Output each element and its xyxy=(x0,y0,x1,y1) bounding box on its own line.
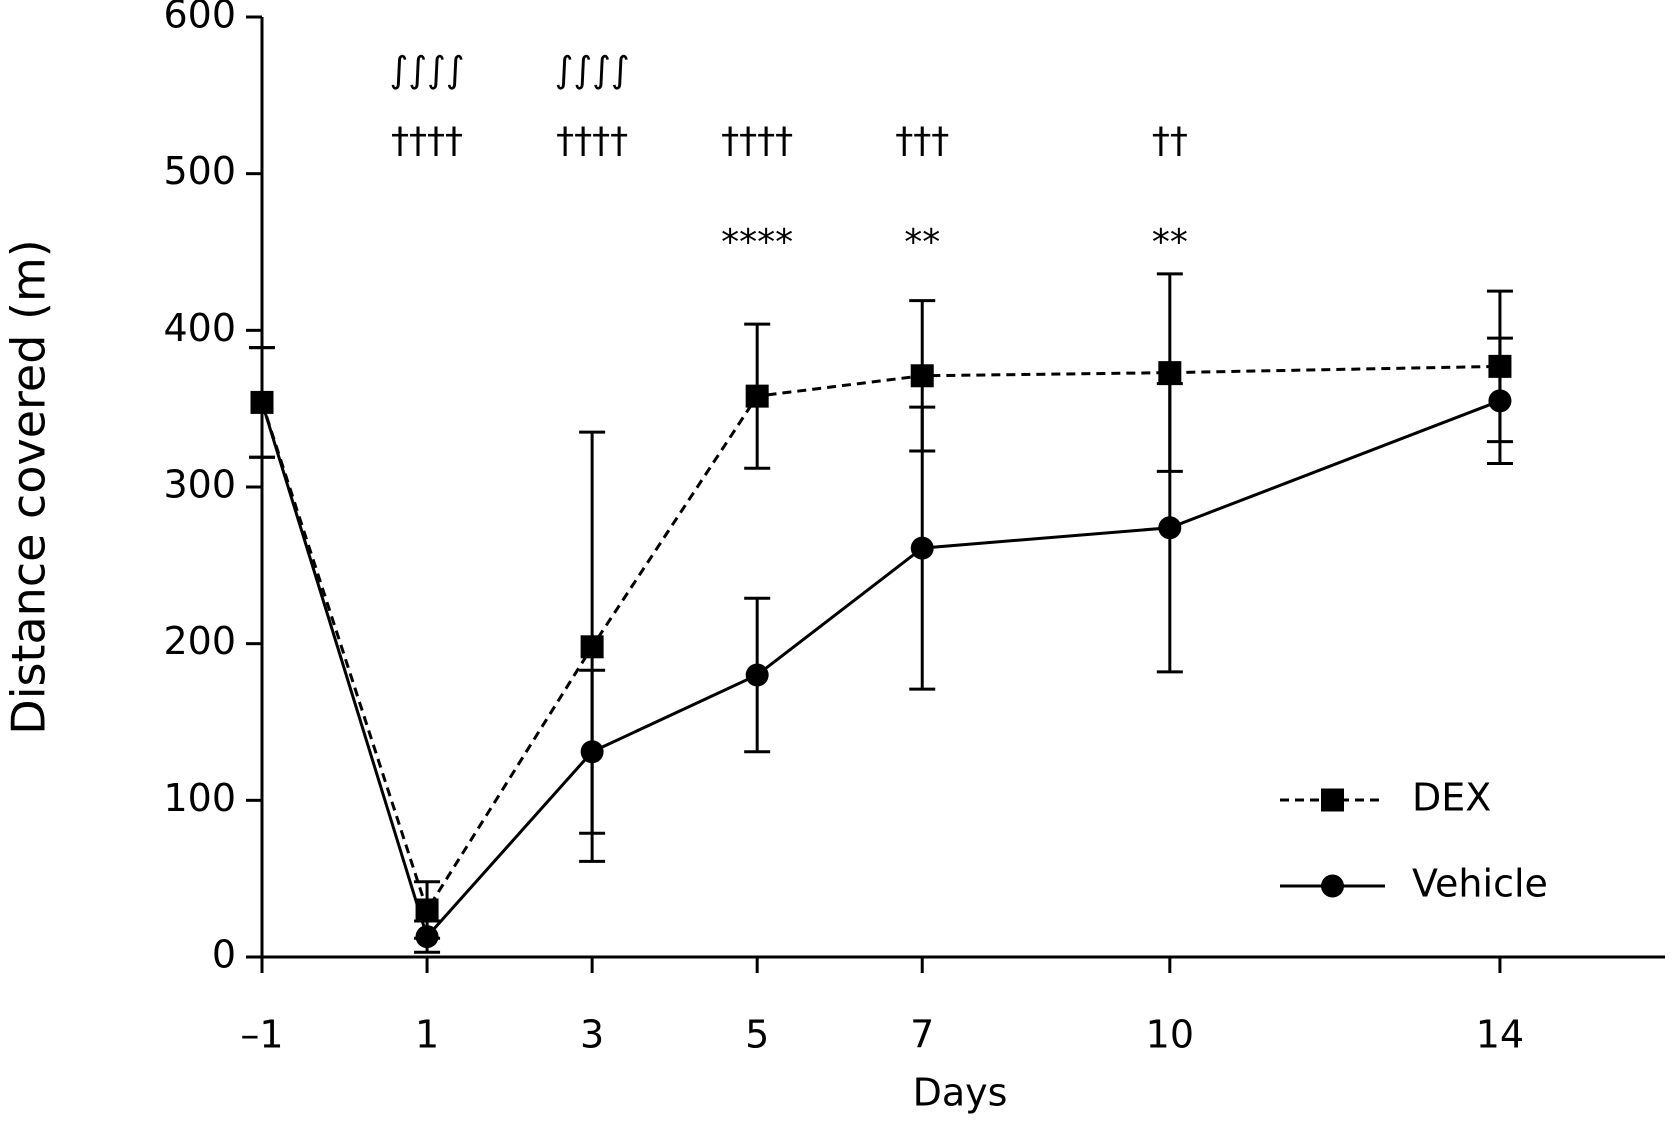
annotation: †††† xyxy=(556,120,628,161)
annotation: ∫∫∫∫ xyxy=(555,50,630,91)
legend-marker xyxy=(1321,788,1344,812)
y-tick-label: 0 xyxy=(212,933,236,977)
legend-label: Vehicle xyxy=(1412,862,1548,906)
annotation: †† xyxy=(1152,120,1188,161)
x-tick-label: 3 xyxy=(580,1013,604,1057)
x-tick-label: 10 xyxy=(1146,1013,1194,1057)
data-point xyxy=(745,663,769,687)
annotation: †††† xyxy=(391,120,463,161)
x-axis-label: Days xyxy=(913,1071,1008,1115)
y-tick-label: 500 xyxy=(163,149,236,193)
series-line xyxy=(260,364,1500,914)
y-axis-label: Distance covered (m) xyxy=(2,239,56,734)
x-tick-label: 7 xyxy=(910,1013,934,1057)
x-tick-label: 14 xyxy=(1476,1013,1524,1057)
series-line xyxy=(260,399,1501,940)
x-tick-label: 1 xyxy=(415,1013,439,1057)
data-point xyxy=(250,390,274,414)
annotation: ** xyxy=(904,222,940,263)
y-tick-label: 300 xyxy=(163,463,236,507)
legend-label: DEX xyxy=(1412,776,1491,820)
data-point xyxy=(910,536,934,560)
x-tick-label: 5 xyxy=(745,1013,769,1057)
data-point xyxy=(1488,389,1512,413)
data-point xyxy=(745,384,769,408)
legend-marker xyxy=(1321,874,1344,898)
annotation: ** xyxy=(1152,222,1188,263)
data-point xyxy=(415,925,439,949)
x-tick-label: –1 xyxy=(240,1013,283,1057)
y-tick-label: 400 xyxy=(163,306,236,350)
data-point xyxy=(580,740,604,764)
y-tick-label: 600 xyxy=(163,0,236,37)
data-point xyxy=(1158,361,1182,385)
annotation: ∫∫∫∫ xyxy=(390,50,465,91)
annotation: †††† xyxy=(721,120,793,161)
annotation: ††† xyxy=(895,120,949,161)
data-point xyxy=(580,635,604,659)
data-point xyxy=(1158,516,1182,540)
data-point xyxy=(910,364,934,388)
y-tick-label: 200 xyxy=(163,619,236,663)
annotation: **** xyxy=(721,222,793,263)
y-tick-label: 100 xyxy=(163,776,236,820)
